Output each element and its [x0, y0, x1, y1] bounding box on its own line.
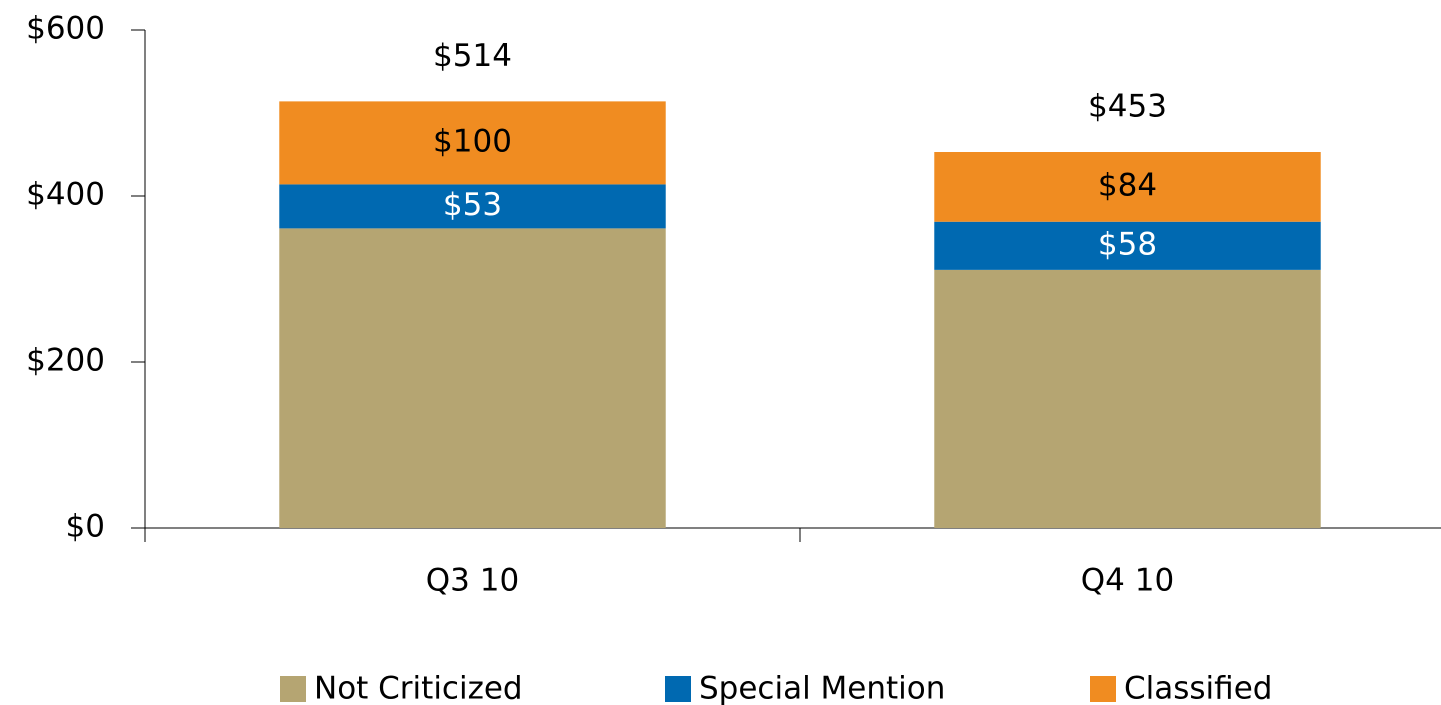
- y-tick-label: $0: [66, 509, 105, 545]
- legend-label: Not Criticized: [314, 671, 523, 705]
- x-tick-label: Q4 10: [1081, 563, 1174, 599]
- data-label: $84: [1098, 167, 1157, 203]
- y-tick-label: $600: [26, 11, 105, 47]
- legend-label: Special Mention: [699, 671, 945, 705]
- y-tick-label: $400: [26, 177, 105, 213]
- bar-segment: [279, 101, 666, 185]
- data-label: $53: [443, 187, 502, 223]
- legend-swatch: [665, 676, 691, 702]
- total-label: $514: [433, 38, 512, 74]
- legend-swatch: [280, 676, 306, 702]
- x-tick-label: Q3 10: [426, 563, 519, 599]
- bar-segment: [934, 221, 1321, 270]
- bar-segment: [934, 152, 1321, 222]
- legend-swatch: [1090, 676, 1116, 702]
- total-label: $453: [1088, 89, 1167, 125]
- bar-segment: [934, 269, 1321, 528]
- data-label: $100: [433, 123, 512, 159]
- bar-segment: [279, 228, 666, 528]
- legend-label: Classified: [1124, 671, 1272, 705]
- bar-segment: [279, 184, 666, 229]
- y-tick-label: $200: [26, 343, 105, 379]
- data-label: $58: [1098, 226, 1157, 262]
